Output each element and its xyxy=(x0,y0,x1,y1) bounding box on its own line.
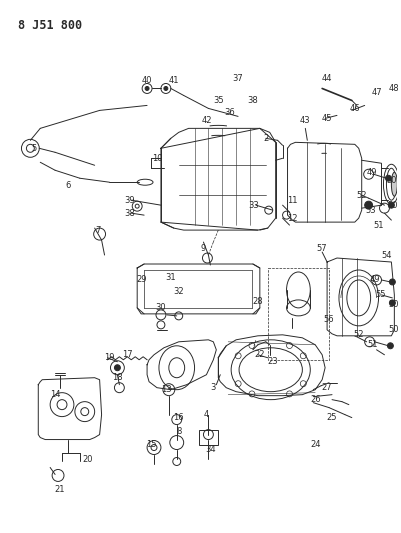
Text: 16: 16 xyxy=(173,413,184,422)
Text: 25: 25 xyxy=(327,413,337,422)
Text: 42: 42 xyxy=(201,116,212,125)
Text: 35: 35 xyxy=(213,96,224,105)
Text: 7: 7 xyxy=(95,225,100,235)
Bar xyxy=(268,268,329,360)
Text: 6: 6 xyxy=(65,181,71,190)
Text: 28: 28 xyxy=(253,297,263,306)
Text: 40: 40 xyxy=(142,76,152,85)
Circle shape xyxy=(389,279,395,285)
Circle shape xyxy=(365,201,373,209)
Circle shape xyxy=(385,175,391,181)
Text: 12: 12 xyxy=(287,214,298,223)
Text: 50: 50 xyxy=(386,176,397,185)
Text: 43: 43 xyxy=(300,116,311,125)
Text: 22: 22 xyxy=(255,350,265,359)
Text: 45: 45 xyxy=(322,114,332,123)
Text: 8 J51 800: 8 J51 800 xyxy=(18,19,83,31)
Text: 37: 37 xyxy=(233,74,243,83)
Text: 36: 36 xyxy=(225,108,235,117)
Text: 56: 56 xyxy=(324,316,334,325)
Text: 53: 53 xyxy=(365,206,376,215)
Text: 5: 5 xyxy=(32,144,37,153)
Text: 2: 2 xyxy=(263,134,268,143)
Text: 11: 11 xyxy=(287,196,298,205)
Text: 15: 15 xyxy=(146,440,156,449)
Text: 39: 39 xyxy=(124,196,135,205)
Text: 10: 10 xyxy=(152,154,162,163)
Text: 49: 49 xyxy=(367,168,377,177)
Text: 27: 27 xyxy=(322,383,332,392)
Text: 51: 51 xyxy=(367,340,378,349)
Text: 32: 32 xyxy=(173,287,184,296)
Text: 49: 49 xyxy=(369,276,380,285)
Text: 29: 29 xyxy=(136,276,146,285)
Text: 52: 52 xyxy=(354,330,364,340)
Text: 54: 54 xyxy=(381,251,392,260)
Text: 44: 44 xyxy=(322,74,332,83)
Text: 8: 8 xyxy=(176,427,181,436)
Circle shape xyxy=(164,86,168,91)
Text: 4: 4 xyxy=(204,410,209,419)
Text: 13: 13 xyxy=(162,385,172,394)
Text: 21: 21 xyxy=(55,485,65,494)
Text: 30: 30 xyxy=(156,303,166,312)
Text: 23: 23 xyxy=(267,357,278,366)
Circle shape xyxy=(389,202,394,208)
Text: 33: 33 xyxy=(249,200,259,209)
Text: 14: 14 xyxy=(50,390,60,399)
Text: 55: 55 xyxy=(375,290,386,300)
Text: 18: 18 xyxy=(112,373,123,382)
Ellipse shape xyxy=(391,172,397,196)
Text: 47: 47 xyxy=(371,88,382,97)
Text: 57: 57 xyxy=(317,244,328,253)
Circle shape xyxy=(389,300,395,306)
Text: 38: 38 xyxy=(247,96,258,105)
Circle shape xyxy=(114,365,120,371)
Text: 34: 34 xyxy=(205,445,216,454)
Text: 48: 48 xyxy=(389,84,400,93)
Text: 50: 50 xyxy=(388,325,399,334)
Text: 3: 3 xyxy=(211,383,216,392)
Text: 19: 19 xyxy=(104,353,115,362)
Text: 9: 9 xyxy=(201,244,206,253)
Text: 20: 20 xyxy=(83,455,93,464)
Text: 41: 41 xyxy=(168,76,179,85)
Text: 31: 31 xyxy=(166,273,176,282)
Text: 38: 38 xyxy=(124,208,135,217)
Text: 50: 50 xyxy=(387,200,398,209)
Text: 51: 51 xyxy=(373,221,384,230)
Circle shape xyxy=(387,343,393,349)
Text: 46: 46 xyxy=(350,104,360,113)
Text: 52: 52 xyxy=(356,191,367,200)
Text: 50: 50 xyxy=(388,301,399,309)
Text: 24: 24 xyxy=(310,440,320,449)
Text: 17: 17 xyxy=(122,350,133,359)
Text: 26: 26 xyxy=(310,395,320,404)
Bar xyxy=(198,430,218,445)
Circle shape xyxy=(145,86,149,91)
